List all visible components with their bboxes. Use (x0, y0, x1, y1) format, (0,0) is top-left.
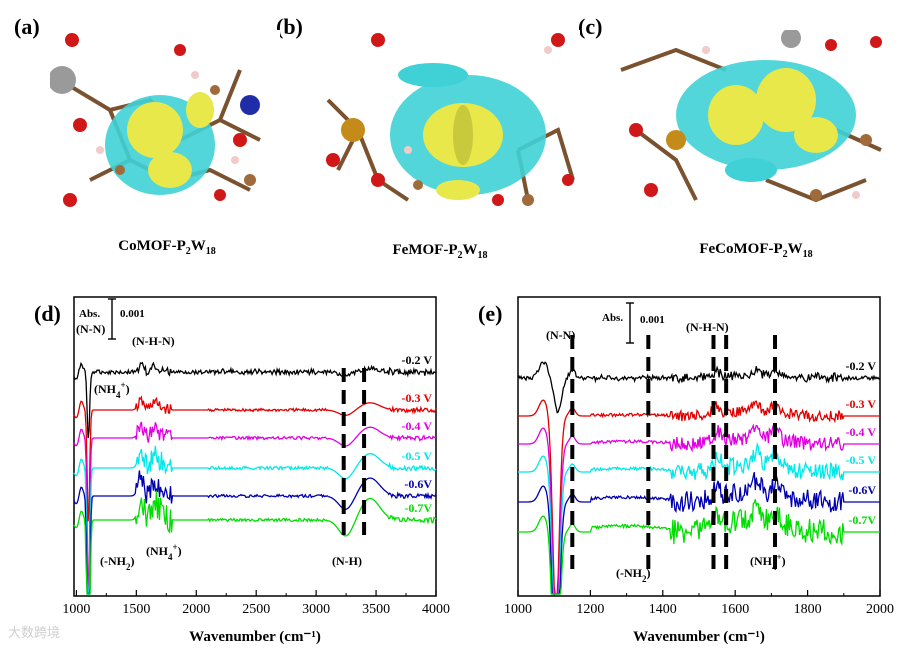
spectrum--0.4V (73, 421, 437, 594)
x-tick-label: 2500 (242, 602, 270, 617)
scale-bar-value: 0.001 (120, 308, 145, 320)
x-axis-label: Wavenumber (cm⁻¹) (189, 629, 321, 645)
panel-label-b: (b) (276, 14, 303, 39)
series-label: -0.3 V (846, 397, 877, 411)
caption-comof: CoMOF-P2W18 (118, 238, 216, 257)
scale-bar-value: 0.001 (640, 314, 665, 326)
x-tick-label: 1000 (62, 602, 90, 617)
panel-label: (d) (34, 301, 61, 326)
spectrum--0.3V (73, 395, 437, 522)
x-tick-label: 1400 (649, 602, 677, 617)
x-axis-label: Wavenumber (cm⁻¹) (633, 629, 765, 645)
x-tick-label: 1800 (794, 602, 822, 617)
panel-label-c: (c) (578, 14, 603, 39)
peak-annotation: (-NH2) (100, 554, 135, 572)
x-tick-label: 2000 (182, 602, 210, 617)
peak-annotation: (N-H-N) (132, 334, 175, 348)
series-label: -0.3 V (402, 391, 433, 405)
chart-1: 1000 1200 1400 1600 1800 2000 Wavenumber (cm⁻¹… (478, 296, 894, 645)
spectrum--0.3V (518, 399, 880, 595)
peak-annotation: (N-H) (332, 554, 362, 568)
series-label: -0.4 V (402, 419, 433, 433)
x-tick-label: 1600 (721, 602, 749, 617)
watermark: 大数跨境 (8, 626, 61, 641)
x-tick-label: 3500 (362, 602, 390, 617)
panel-label: (e) (478, 301, 502, 326)
peak-annotation: (-NH2) (616, 566, 651, 584)
charge-density-image-fecomof (616, 30, 892, 210)
x-tick-label: 2000 (866, 602, 894, 617)
charge-density-drawing-b (326, 33, 575, 206)
series-label: -0.4 V (846, 425, 877, 439)
series-label: -0.6V (848, 483, 876, 497)
charge-density-image-comof (50, 30, 280, 210)
x-tick-label: 4000 (422, 602, 450, 617)
series-label: -0.7V (848, 513, 876, 527)
caption-fecomof: FeCoMOF-P2W18 (699, 241, 813, 260)
spectrum--0.4V (518, 423, 880, 595)
spectrum--0.2V (73, 361, 437, 439)
x-tick-label: 3000 (302, 602, 330, 617)
peak-annotation: (NH4+) (750, 552, 786, 572)
spectrum--0.5V (73, 445, 437, 595)
peak-annotation: (N-N) (546, 328, 575, 342)
peak-annotation: (NH4+) (146, 542, 182, 562)
spectrum--0.7V (518, 499, 880, 595)
spectrum--0.6V (73, 470, 437, 595)
series-label: -0.2 V (402, 353, 433, 367)
scale-bar-label: Abs. (602, 312, 623, 324)
peak-annotation: (N-N) (76, 322, 105, 336)
charge-density-drawing-a (50, 33, 261, 207)
spectrum--0.7V (73, 490, 437, 595)
spectrum--0.2V (517, 361, 881, 414)
charge-density-image-femof (318, 30, 580, 210)
chart-0: 1000 1500 2000 2500 3000 3500 4000 Wavenumber (… (34, 296, 450, 645)
spectrum--0.5V (518, 441, 880, 595)
series-label: -0.5 V (846, 453, 877, 467)
series-label: -0.2 V (846, 359, 877, 373)
peak-annotation: (N-H-N) (686, 320, 729, 334)
panel-label-a: (a) (14, 14, 40, 39)
x-tick-label: 1200 (576, 602, 604, 617)
series-label: -0.5 V (402, 449, 433, 463)
plot-frame (73, 296, 437, 597)
series-label: -0.7V (404, 501, 432, 515)
caption-femof: FeMOF-P2W18 (392, 242, 488, 261)
scale-bar-label: Abs. (79, 308, 100, 320)
series-label: -0.6V (404, 477, 432, 491)
charge-density-drawing-c (620, 30, 882, 203)
spectrum--0.6V (518, 471, 880, 595)
x-tick-label: 1500 (122, 602, 150, 617)
peak-annotation: (NH4+) (94, 380, 130, 400)
x-tick-label: 1000 (504, 602, 532, 617)
